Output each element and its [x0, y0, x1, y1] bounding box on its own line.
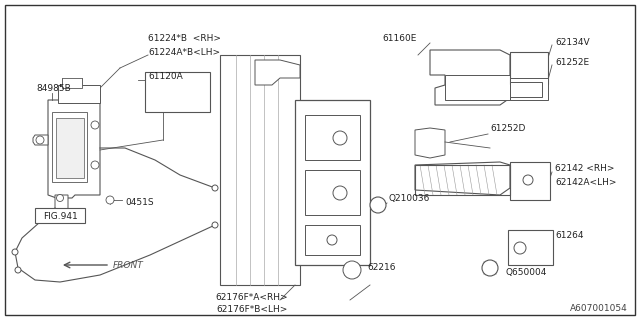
Text: 61252D: 61252D: [490, 124, 525, 132]
Polygon shape: [415, 162, 510, 195]
Circle shape: [333, 131, 347, 145]
Bar: [305, 225, 360, 255]
Text: Q650004: Q650004: [505, 268, 547, 276]
Text: 62176F*A<RH>: 62176F*A<RH>: [216, 293, 288, 302]
Circle shape: [212, 185, 218, 191]
Bar: [510, 162, 550, 200]
Circle shape: [212, 222, 218, 228]
Polygon shape: [415, 128, 445, 158]
Circle shape: [523, 175, 533, 185]
Circle shape: [482, 260, 498, 276]
Circle shape: [91, 121, 99, 129]
Text: 62134V: 62134V: [555, 37, 589, 46]
Circle shape: [91, 161, 99, 169]
Text: 84985B: 84985B: [36, 84, 71, 92]
Polygon shape: [33, 135, 48, 145]
Text: FRONT: FRONT: [113, 260, 144, 269]
Text: 62176F*B<LH>: 62176F*B<LH>: [216, 306, 288, 315]
Text: 62216: 62216: [367, 263, 396, 273]
Bar: [305, 170, 360, 215]
Bar: [145, 72, 210, 112]
Bar: [220, 55, 300, 285]
Text: A607001054: A607001054: [570, 304, 628, 313]
Circle shape: [36, 136, 44, 144]
Bar: [56, 118, 84, 178]
Text: 0451S: 0451S: [125, 197, 154, 206]
Bar: [62, 78, 82, 88]
Circle shape: [343, 261, 361, 279]
Circle shape: [12, 249, 18, 255]
Circle shape: [327, 235, 337, 245]
Text: 61224A*B<LH>: 61224A*B<LH>: [148, 47, 220, 57]
Bar: [508, 230, 553, 265]
Bar: [295, 100, 370, 265]
Circle shape: [514, 242, 526, 254]
Circle shape: [106, 196, 114, 204]
Text: 61160E: 61160E: [382, 34, 417, 43]
Polygon shape: [255, 60, 300, 85]
Text: 62142 <RH>: 62142 <RH>: [555, 164, 614, 172]
Text: 61264: 61264: [555, 230, 584, 239]
Circle shape: [333, 186, 347, 200]
Bar: [305, 115, 360, 160]
Circle shape: [56, 195, 63, 202]
Bar: [58, 85, 100, 103]
Bar: [510, 78, 548, 100]
Text: 61252E: 61252E: [555, 58, 589, 67]
Bar: [510, 52, 548, 84]
Text: FIG.941: FIG.941: [43, 212, 77, 220]
Polygon shape: [48, 100, 100, 200]
Circle shape: [370, 197, 386, 213]
Bar: [510, 82, 542, 97]
Polygon shape: [445, 75, 510, 100]
Bar: [35, 208, 85, 223]
Text: 61120A: 61120A: [148, 71, 183, 81]
Text: Q210036: Q210036: [388, 194, 429, 203]
Text: 62142A<LH>: 62142A<LH>: [555, 178, 616, 187]
Bar: [52, 112, 87, 182]
Polygon shape: [55, 195, 68, 212]
Circle shape: [15, 267, 21, 273]
Polygon shape: [430, 50, 510, 105]
Text: 61224*B  <RH>: 61224*B <RH>: [148, 34, 221, 43]
